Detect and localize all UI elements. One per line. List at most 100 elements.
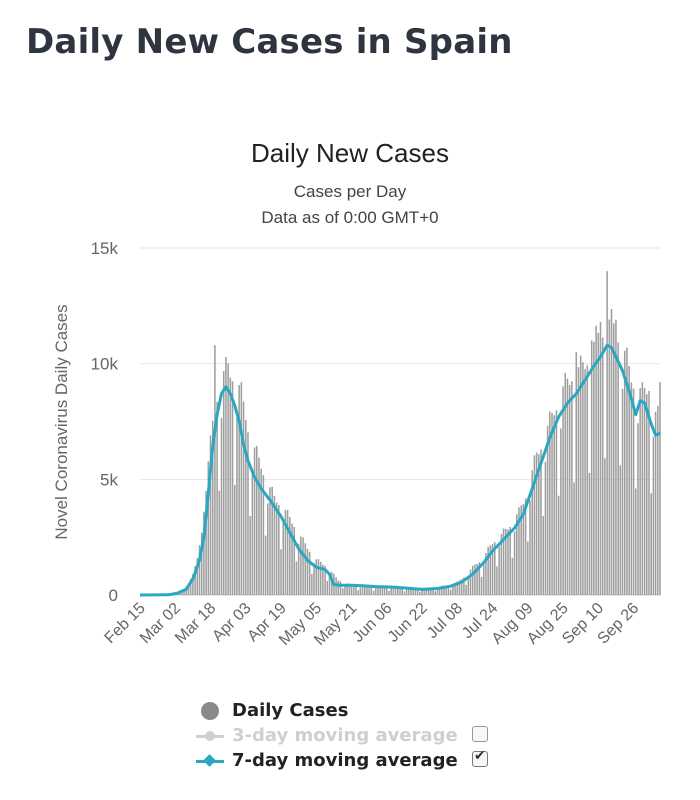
daily-case-bar xyxy=(630,382,633,595)
daily-case-bar xyxy=(368,586,370,595)
diamond-icon xyxy=(203,753,216,767)
daily-case-bar xyxy=(311,574,313,595)
daily-case-bar xyxy=(568,384,571,595)
daily-case-bar xyxy=(300,536,302,595)
daily-case-bar xyxy=(297,543,300,595)
legend-item-3-day-average[interactable]: 3-day moving average xyxy=(196,723,516,748)
daily-case-bar xyxy=(326,581,329,595)
daily-case-bar xyxy=(412,588,414,595)
daily-case-bar xyxy=(225,356,227,595)
chart-subtitle-1: Cases per Day xyxy=(294,182,407,201)
daily-case-bar xyxy=(408,588,410,595)
y-tick-label: 0 xyxy=(109,586,118,605)
daily-case-bar xyxy=(619,465,622,595)
daily-case-bar xyxy=(183,589,185,595)
daily-case-bar xyxy=(621,388,624,595)
daily-case-bar xyxy=(639,388,641,595)
daily-case-bar xyxy=(322,564,324,595)
daily-case-bar xyxy=(231,381,234,595)
daily-case-bar xyxy=(584,369,586,595)
daily-case-bar xyxy=(278,505,280,595)
daily-case-bar xyxy=(432,587,434,595)
daily-case-bar xyxy=(531,470,533,595)
daily-case-bar xyxy=(242,401,245,595)
daily-case-bar xyxy=(564,372,567,595)
toggle-7-day-average-checkbox[interactable]: ✔ xyxy=(472,748,488,767)
seven-day-average-line xyxy=(139,343,661,597)
daily-case-bar xyxy=(571,381,573,595)
daily-case-bar xyxy=(527,541,529,595)
chart-legend: Daily Cases 3-day moving average 7-day m… xyxy=(196,698,516,773)
daily-case-bar xyxy=(416,588,419,595)
y-tick-label: 5k xyxy=(100,470,118,489)
daily-case-bar xyxy=(374,588,377,595)
daily-case-bar xyxy=(271,486,273,595)
daily-case-bar xyxy=(436,588,439,595)
daily-case-bar xyxy=(350,584,353,595)
daily-case-bar xyxy=(291,523,293,595)
daily-case-bar xyxy=(438,586,441,595)
daily-case-bar xyxy=(260,468,262,595)
daily-case-bar xyxy=(381,586,384,595)
daily-case-bar xyxy=(546,425,549,595)
daily-case-bar xyxy=(209,435,212,595)
daily-case-bar xyxy=(220,418,223,595)
daily-case-bar xyxy=(575,352,578,595)
daily-case-bar xyxy=(275,502,278,595)
toggle-3-day-average-checkbox[interactable] xyxy=(472,726,488,742)
daily-case-bar xyxy=(471,565,474,595)
daily-case-bar xyxy=(295,561,298,595)
daily-case-bar xyxy=(617,342,619,595)
daily-case-bar xyxy=(496,566,498,595)
daily-case-bar xyxy=(654,411,657,595)
legend-item-7-day-average[interactable]: 7-day moving average ✔ xyxy=(196,748,516,773)
daily-case-bar xyxy=(421,589,423,595)
daily-case-bar xyxy=(643,388,646,595)
daily-case-bar xyxy=(423,588,426,595)
daily-case-bar xyxy=(357,590,359,595)
daily-case-bar xyxy=(286,509,289,595)
daily-case-bar xyxy=(302,537,304,595)
daily-case-bar xyxy=(372,590,375,595)
daily-case-bar xyxy=(273,495,276,595)
daily-case-bar xyxy=(386,587,388,595)
daily-case-bar xyxy=(244,420,247,595)
daily-case-bar xyxy=(341,588,344,595)
daily-cases-dot-icon xyxy=(201,701,219,720)
daily-case-bar xyxy=(203,511,205,595)
daily-case-bar xyxy=(194,566,196,595)
page-title: Daily New Cases in Spain xyxy=(26,22,513,62)
daily-case-bar xyxy=(650,493,652,595)
daily-case-bar xyxy=(258,457,260,595)
daily-case-bar xyxy=(306,548,309,595)
x-tick-label: Apr 03 xyxy=(209,600,254,645)
x-tick-label: Jun 22 xyxy=(385,600,431,646)
daily-case-bar xyxy=(582,362,584,595)
daily-case-bar xyxy=(317,559,320,595)
daily-case-bar xyxy=(256,446,258,595)
daily-case-bar xyxy=(249,516,251,595)
legend-item-daily-cases[interactable]: Daily Cases xyxy=(196,698,516,723)
daily-case-bar xyxy=(634,488,637,595)
daily-case-bar xyxy=(601,337,604,595)
daily-case-bar xyxy=(491,543,494,595)
daily-case-bar xyxy=(549,411,551,595)
y-tick-labels: 0 5k 10k 15k xyxy=(91,239,119,605)
daily-case-bar xyxy=(516,514,518,595)
daily-case-bar xyxy=(560,428,562,595)
daily-case-bar xyxy=(355,585,357,595)
daily-case-bar xyxy=(289,516,291,595)
daily-case-bar xyxy=(623,350,626,595)
daily-case-bar xyxy=(205,490,207,595)
daily-cases-chart: Daily New Cases Cases per Day Data as of… xyxy=(52,138,661,649)
daily-case-bar xyxy=(392,587,395,595)
daily-case-bar xyxy=(394,586,397,595)
daily-case-bar xyxy=(218,490,221,595)
daily-case-bar xyxy=(474,564,476,595)
daily-case-bar xyxy=(434,591,437,595)
daily-case-bar xyxy=(227,363,229,595)
daily-case-bar xyxy=(352,585,355,595)
daily-case-bar xyxy=(264,535,267,595)
daily-case-bar xyxy=(280,549,282,595)
